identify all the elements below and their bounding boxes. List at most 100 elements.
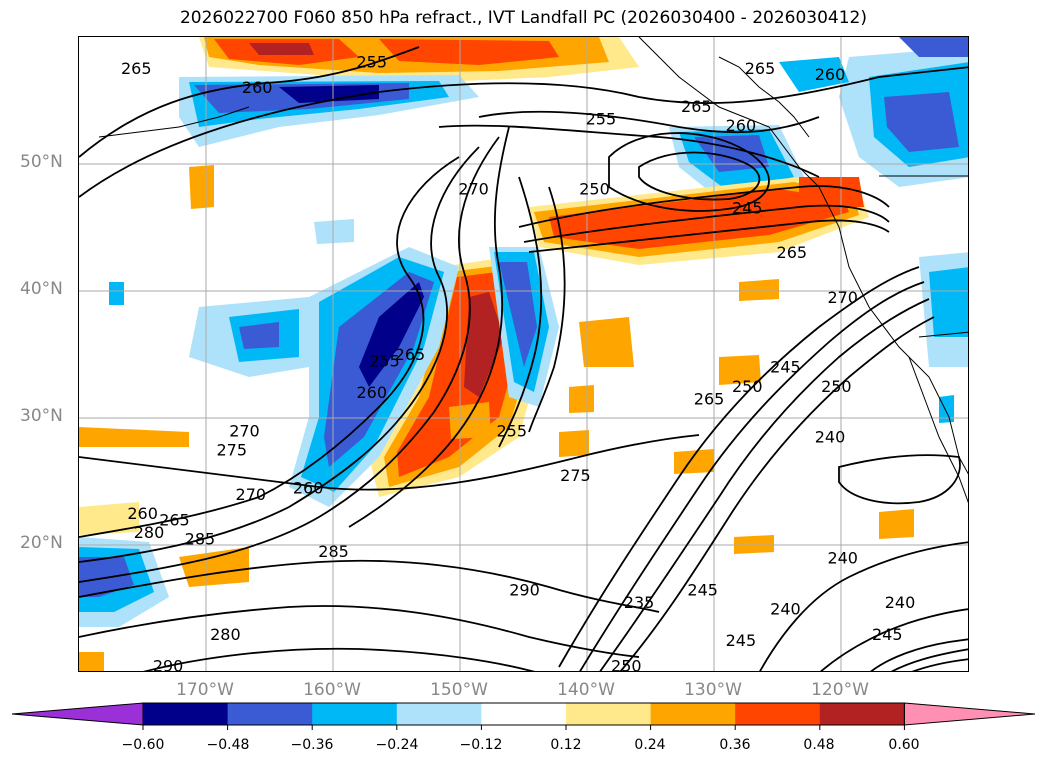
contour-label: 280 (134, 523, 165, 542)
colorbar-tick-label: −0.12 (459, 737, 503, 753)
contour-line (79, 605, 640, 658)
colorbar-cell (735, 703, 821, 725)
contour-label: 275 (216, 440, 247, 459)
colorbar (11, 702, 1036, 730)
lat-label-30n: 30°N (20, 406, 63, 426)
contour-label: 265 (694, 390, 725, 409)
contour-line (579, 281, 925, 671)
colorbar-cell (819, 703, 905, 725)
shade-region (779, 57, 849, 92)
contour-line (820, 608, 968, 671)
colorbar-cell (650, 703, 736, 725)
contour-label: 260 (726, 116, 757, 135)
contour-line (143, 647, 535, 671)
contour-label: 265 (395, 345, 426, 364)
contour-line (478, 110, 820, 134)
lat-label-50n: 50°N (20, 152, 63, 172)
shade-region (279, 85, 379, 103)
colorbar-cell (566, 703, 652, 725)
contour-label: 250 (579, 180, 610, 199)
contour-label: 270 (236, 485, 267, 504)
contour-label: 270 (827, 288, 858, 307)
contour-label: 265 (121, 59, 152, 78)
shade-region (189, 165, 214, 209)
shade-region (579, 317, 634, 367)
shade-region (379, 39, 559, 65)
contour-line (79, 559, 660, 613)
contour-line (348, 126, 510, 528)
colorbar-cell (481, 703, 567, 725)
contour-label: 240 (770, 599, 801, 618)
shade-region (569, 385, 594, 413)
shade-region (359, 282, 424, 387)
colorbar-tick-label: 0.36 (719, 737, 751, 753)
contour-label: 245 (732, 199, 763, 218)
contour-line (838, 454, 961, 505)
contour-label: 240 (827, 549, 858, 568)
contour-label: 255 (356, 52, 387, 71)
shade-region (249, 43, 314, 55)
shade-region (929, 267, 968, 337)
map-title: 2026022700 F060 850 hPa refract., IVT La… (179, 8, 867, 28)
contour-label: 245 (726, 631, 757, 650)
lat-label-40n: 40°N (20, 279, 63, 299)
colorbar-tick-label: 0.12 (550, 737, 582, 753)
contour-line (79, 146, 480, 563)
lon-label-120w: 120°W (811, 680, 869, 700)
colorbar-tick-label: 0.60 (888, 737, 920, 753)
contour-label: 270 (229, 421, 260, 440)
contour-label: 260 (815, 65, 846, 84)
contour-label: 260 (356, 383, 387, 402)
contour-label: 245 (770, 358, 801, 377)
contour-label: 260 (293, 479, 324, 498)
shade-region (559, 430, 589, 457)
lon-label-130w: 130°W (684, 680, 742, 700)
shade-region (884, 92, 959, 152)
contour-label: 285 (318, 542, 349, 561)
map-plot-area: 265 260 255 255 265 260 265 260 270 250 245 265 270 2… (78, 36, 969, 672)
contour-line (619, 316, 935, 671)
contour-label: 290 (509, 580, 540, 599)
colorbar-tick-label: −0.60 (121, 737, 165, 753)
coastlines (98, 37, 968, 503)
contour-line (79, 136, 500, 583)
contour-line (438, 124, 820, 178)
contour-label: 275 (560, 466, 591, 485)
coastline-north-america (638, 37, 968, 475)
contour-label: 255 (496, 421, 527, 440)
contour-line (608, 132, 770, 212)
shaded-anomaly-layer (79, 37, 968, 671)
shade-region (79, 652, 104, 671)
contour-line (79, 46, 420, 158)
contour-line (79, 156, 460, 538)
lat-label-20n: 20°N (20, 533, 63, 553)
shade-region (464, 292, 504, 397)
contour-label: 280 (210, 625, 241, 644)
contour-label: 255 (369, 351, 400, 370)
coastline-aleutians (98, 106, 250, 138)
boundary-us-mexico (918, 331, 968, 338)
contour-line (79, 434, 700, 491)
shade-region (739, 279, 779, 301)
contour-line (523, 204, 890, 243)
shade-region (79, 502, 139, 535)
contour-label: 265 (681, 97, 712, 116)
contour-label: 245 (687, 580, 718, 599)
shade-region (499, 262, 537, 367)
coastline-baja (908, 356, 968, 503)
shade-region (719, 355, 761, 385)
contour-label: 295 (108, 669, 139, 672)
contour-line (759, 541, 968, 671)
colorbar-tick-label: 0.24 (634, 737, 666, 753)
shade-region (549, 189, 849, 249)
shade-region (899, 37, 968, 57)
contour-label: 245 (872, 625, 903, 644)
contour-label: 260 (242, 78, 273, 97)
refractivity-contours (79, 46, 968, 671)
shade-region (879, 509, 914, 539)
contour-line (528, 186, 566, 433)
contour-label: 240 (885, 593, 916, 612)
contour-line (599, 298, 930, 671)
